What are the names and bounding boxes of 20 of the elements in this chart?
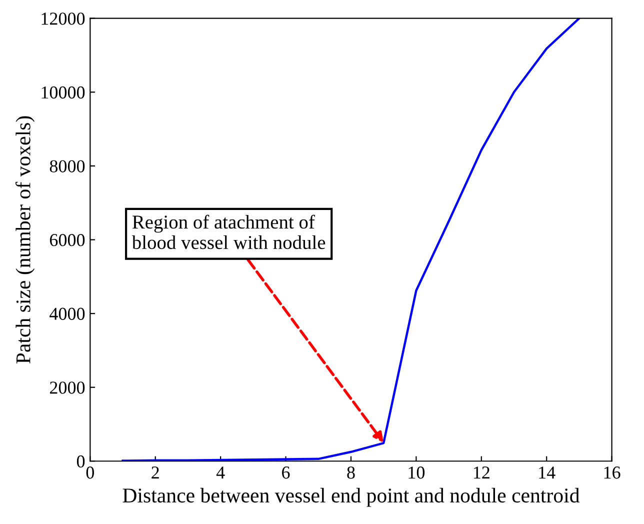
x-tick-label: 14 xyxy=(539,466,556,479)
annotation: Region of atachment of blood vessel with nodule xyxy=(132,214,326,250)
x-tick-label: 16 xyxy=(604,466,620,479)
x-tick-label: 12 xyxy=(474,466,490,479)
y-axis-title: Patch size (number of voxels) xyxy=(16,116,35,364)
y-tick-label: 10000 xyxy=(42,86,85,99)
y-tick-label: 4000 xyxy=(50,308,85,320)
x-tick-label: 10 xyxy=(408,466,425,479)
x-tick-label: 4 xyxy=(216,466,225,479)
y-tick-label: 0 xyxy=(76,455,85,468)
y-tick-label: 8000 xyxy=(50,160,85,172)
x-tick-label: 6 xyxy=(282,466,290,479)
x-tick-label: 8 xyxy=(347,466,355,479)
y-tick-label: 12000 xyxy=(42,12,85,25)
x-axis-title: Distance between vessel end point and nodule centroid xyxy=(122,488,580,507)
line-series xyxy=(122,18,580,462)
x-tick-label: 2 xyxy=(152,466,159,479)
y-tick-label: 6000 xyxy=(50,234,85,246)
x-tick-label: 0 xyxy=(86,466,94,479)
y-tick-label: 2000 xyxy=(50,382,85,394)
